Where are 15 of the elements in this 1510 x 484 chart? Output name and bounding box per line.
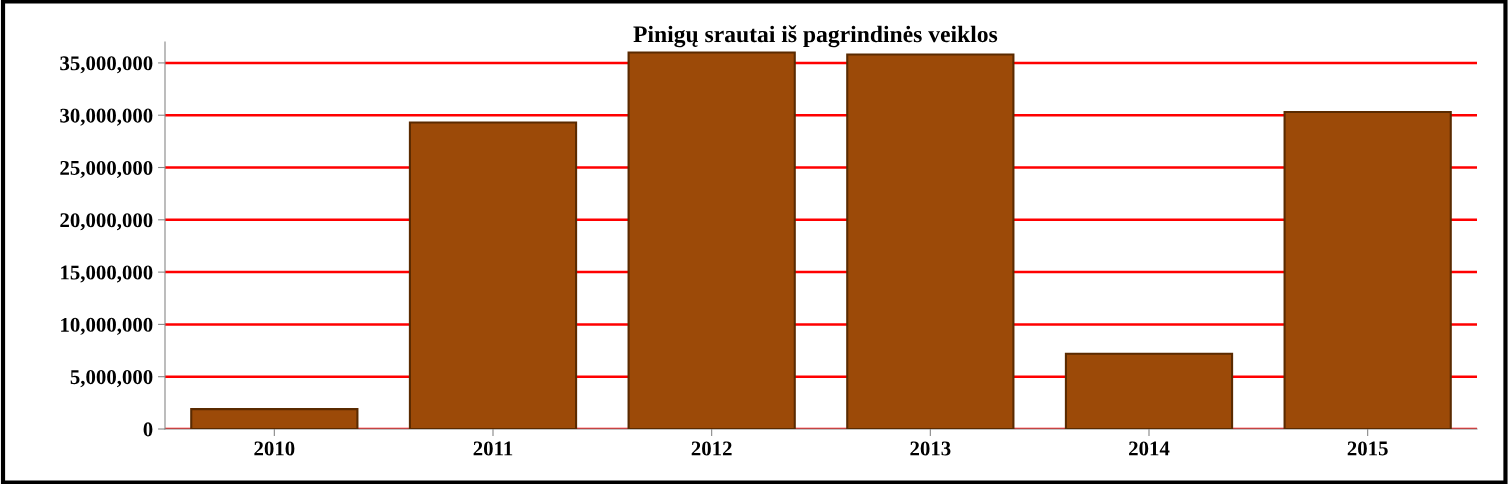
y-tick-label: 10,000,000 [61,317,153,335]
x-tick-label: 2015 [1347,441,1388,456]
y-tick-label: 30,000,000 [60,108,153,126]
y-tick-label: 35,000,000 [60,56,153,74]
y-tick-label: 25,000,000 [60,160,153,178]
x-tick-label: 2012 [691,441,732,456]
x-tick-label: 2010 [254,441,295,456]
x-tick-label: 2013 [910,441,951,456]
y-tick-label: 5,000,000 [70,370,153,388]
y-tick-label: 0 [143,422,153,437]
chart-title: Pinigų srautai iš pagrindinės veiklos [633,25,998,48]
x-tick-label: 2014 [1129,441,1170,456]
x-tick-label: 2011 [473,441,513,456]
y-tick-label: 20,000,000 [60,213,153,231]
y-tick-label: 15,000,000 [61,265,153,283]
